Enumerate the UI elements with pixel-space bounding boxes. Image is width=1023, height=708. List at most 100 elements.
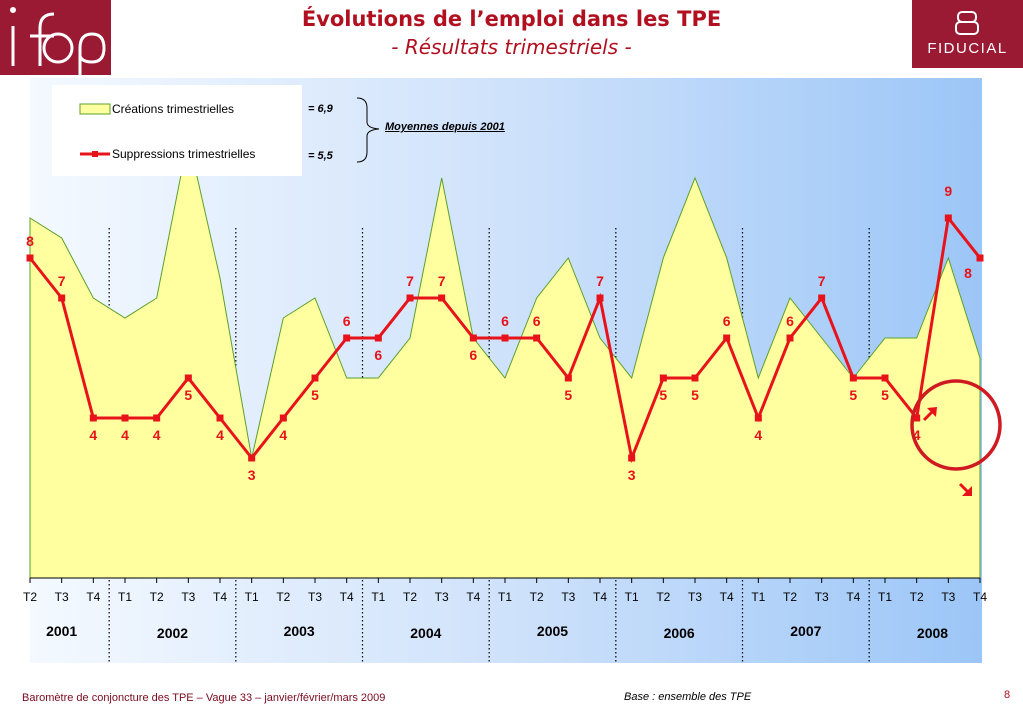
year-label: 2001	[46, 623, 77, 639]
suppressions-average: = 5,5	[308, 150, 333, 162]
suppressions-point	[818, 294, 826, 302]
legend-suppressions: Suppressions trimestrielles	[112, 147, 256, 161]
suppressions-value-label: 5	[881, 387, 889, 403]
year-label: 2006	[664, 625, 695, 641]
suppressions-annotated-label: 8	[964, 265, 972, 281]
x-tick-label: T1	[245, 590, 259, 604]
suppressions-value-label: 4	[89, 427, 97, 443]
x-tick-label: T2	[276, 590, 290, 604]
x-tick-label: T2	[23, 590, 37, 604]
suppressions-point	[279, 414, 287, 422]
x-tick-label: T3	[815, 590, 829, 604]
suppressions-value-label: 6	[533, 313, 541, 329]
suppressions-value-label: 7	[438, 273, 446, 289]
page-number: 8	[1004, 689, 1011, 701]
x-tick-label: T3	[55, 590, 69, 604]
suppressions-value-label: 6	[374, 347, 382, 363]
x-tick-label: T2	[783, 590, 797, 604]
suppressions-point	[944, 214, 952, 222]
ifop-logo	[0, 0, 111, 76]
x-tick-label: T2	[910, 590, 924, 604]
suppressions-point	[533, 334, 541, 342]
creations-average: = 6,9	[308, 103, 333, 115]
trend-up-arrowhead-icon	[927, 407, 937, 417]
fiducial-logo-mark	[955, 11, 979, 35]
suppressions-value-label: 3	[248, 467, 256, 483]
x-tick-label: T3	[688, 590, 702, 604]
suppressions-value-label: 7	[406, 273, 414, 289]
x-tick-label: T2	[403, 590, 417, 604]
suppressions-value-label: 6	[786, 313, 794, 329]
x-tick-label: T4	[593, 590, 607, 604]
suppressions-value-label: 5	[849, 387, 857, 403]
suppressions-point	[406, 294, 414, 302]
suppressions-value-label: 6	[343, 313, 351, 329]
legend: Créations trimestrielles Suppressions tr…	[52, 85, 302, 176]
x-tick-label: T3	[435, 590, 449, 604]
x-tick-label: T4	[846, 590, 860, 604]
suppressions-annotated-label: 9	[944, 183, 952, 199]
suppressions-value-label: 4	[913, 427, 921, 443]
suppressions-value-label: 4	[216, 427, 224, 443]
x-tick-label: T4	[973, 590, 987, 604]
x-tick-label: T2	[656, 590, 670, 604]
suppressions-point	[184, 374, 192, 382]
suppressions-value-label: 4	[279, 427, 287, 443]
suppressions-value-label: 4	[754, 427, 762, 443]
x-tick-label: T4	[86, 590, 100, 604]
trend-down-arrowhead-icon	[962, 486, 972, 496]
suppressions-point	[564, 374, 572, 382]
page-subtitle: - Résultats trimestriels -	[391, 35, 632, 59]
year-label: 2003	[284, 623, 315, 639]
x-tick-label: T1	[625, 590, 639, 604]
x-tick-label: T1	[371, 590, 385, 604]
creations-area	[29, 137, 981, 579]
suppressions-value-label: 4	[153, 427, 161, 443]
suppressions-point	[374, 334, 382, 342]
suppressions-point	[913, 414, 921, 422]
suppressions-point	[596, 294, 604, 302]
suppressions-value-label: 5	[184, 387, 192, 403]
average-brace	[356, 97, 380, 163]
suppressions-value-label: 7	[596, 273, 604, 289]
x-tick-label: T2	[530, 590, 544, 604]
x-tick-label: T3	[941, 590, 955, 604]
suppressions-value-label: 5	[659, 387, 667, 403]
suppressions-point	[469, 334, 477, 342]
fiducial-name: FIDUCIAL	[927, 40, 1008, 57]
suppressions-value-label: 6	[501, 313, 509, 329]
suppressions-point	[723, 334, 731, 342]
suppressions-value-label: 6	[469, 347, 477, 363]
suppressions-point	[248, 454, 256, 462]
ifop-logo-mark	[10, 7, 106, 76]
suppressions-point	[659, 374, 667, 382]
x-tick-label: T3	[181, 590, 195, 604]
suppressions-point	[628, 454, 636, 462]
x-tick-label: T1	[498, 590, 512, 604]
suppressions-point	[89, 414, 97, 422]
x-tick-label: T3	[561, 590, 575, 604]
year-label: 2002	[157, 625, 188, 641]
footer-base: Base : ensemble des TPE	[624, 691, 752, 703]
suppressions-point	[121, 414, 129, 422]
fiducial-logo: FIDUCIAL	[912, 0, 1023, 68]
suppressions-value-label: 6	[723, 313, 731, 329]
suppressions-value-label: 5	[311, 387, 319, 403]
x-tick-label: T4	[213, 590, 227, 604]
year-label: 2007	[790, 623, 821, 639]
suppressions-value-label: 8	[26, 233, 34, 249]
page-title: Évolutions de l’emploi dans les TPE	[301, 7, 722, 31]
suppressions-point	[881, 374, 889, 382]
x-tick-label: T1	[878, 590, 892, 604]
suppressions-point	[691, 374, 699, 382]
x-tick-label: T4	[466, 590, 480, 604]
x-tick-label: T1	[751, 590, 765, 604]
suppressions-point	[438, 294, 446, 302]
average-note: Moyennes depuis 2001	[385, 121, 505, 133]
suppressions-value-label: 4	[121, 427, 129, 443]
suppressions-swatch-marker	[92, 151, 98, 157]
highlight-circle	[910, 379, 1002, 471]
creations-swatch	[79, 103, 111, 115]
x-tick-label: T3	[308, 590, 322, 604]
